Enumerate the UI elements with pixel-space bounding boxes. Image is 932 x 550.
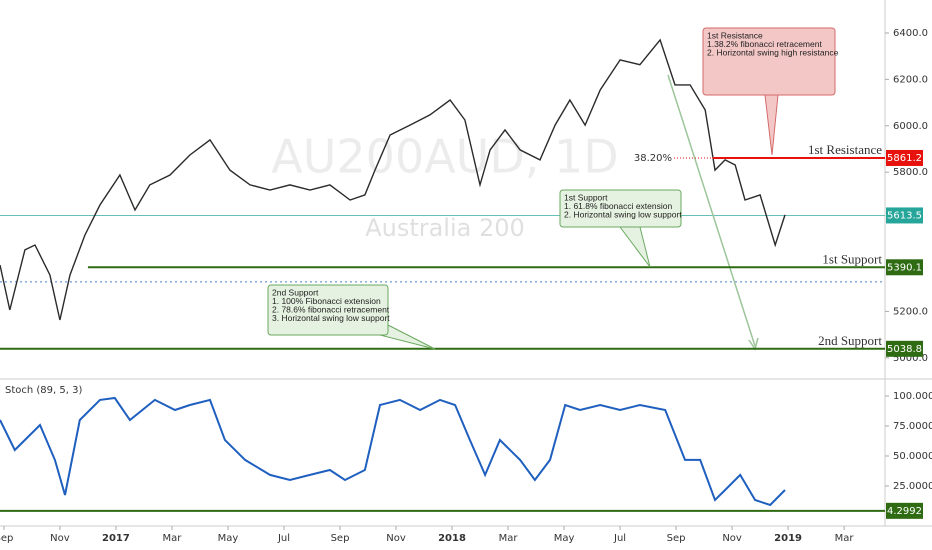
indicator-title: Stoch (89, 5, 3) [5, 385, 82, 396]
callout-text: 1. 100% Fibonacci extension [272, 296, 381, 306]
callout-text: 2. Horizontal swing low support [564, 209, 682, 219]
fib-arrow [667, 74, 756, 347]
callout-text: 2. Horizontal swing high resistance [707, 47, 839, 57]
price-tag-text: 5613.5 [887, 210, 922, 221]
callout-text: 2. 78.6% fibonacci retracement [272, 304, 390, 314]
y-tick-label: 50.0000 [893, 451, 932, 462]
y-tick-label: 100.0000 [893, 391, 932, 402]
callout-text: 1st Resistance [707, 30, 763, 40]
y-tick-label: 5800.0 [893, 167, 928, 178]
level-tag-text: 5390.1 [887, 262, 922, 273]
x-tick-label: Sep [667, 533, 686, 544]
y-tick-label: 6200.0 [893, 74, 928, 85]
callout-pointer [619, 226, 651, 268]
x-tick-label: May [218, 533, 239, 544]
y-tick-label: 6000.0 [893, 121, 928, 132]
x-tick-label: Nov [386, 533, 406, 544]
level-tag-text: 5038.8 [887, 344, 922, 355]
level-label: 1st Resistance [808, 142, 882, 157]
x-tick-label: Sep [331, 533, 350, 544]
x-tick-label: Sep [0, 533, 13, 544]
callout-box [267, 284, 389, 336]
series-line [0, 38, 786, 321]
x-tick-label: 2017 [102, 533, 130, 544]
fib-label: 38.20% [634, 153, 672, 164]
callout-text: 1.38.2% fibonacci retracement [707, 39, 822, 49]
callout-box [559, 189, 682, 228]
level-tag-text: 4.2992 [887, 506, 922, 517]
callout-text: 1. 61.8% fibonacci extension [564, 201, 672, 211]
y-tick-label: 5000.0 [893, 353, 928, 364]
level-tag [886, 340, 923, 357]
callout-text: 2nd Support [272, 287, 319, 297]
x-tick-label: Jul [613, 533, 626, 544]
x-tick-label: Mar [835, 533, 855, 544]
y-tick-label: 6400.0 [893, 28, 928, 39]
x-tick-label: 2018 [438, 533, 466, 544]
watermark: AU200AUD, 1D [271, 130, 618, 184]
level-tag-text: 5861.2 [887, 153, 922, 164]
callout-pointer [764, 94, 779, 156]
price-tag [886, 207, 923, 224]
callout-text: 3. Horizontal swing low support [272, 313, 390, 323]
callout-pointer [379, 324, 436, 350]
level-tag [886, 149, 923, 166]
x-tick-label: Mar [163, 533, 183, 544]
y-tick-label: 5200.0 [893, 306, 928, 317]
x-tick-label: 2019 [774, 533, 802, 544]
level-tag [886, 259, 923, 276]
watermark-subtitle: Australia 200 [365, 214, 525, 242]
series-line [0, 396, 786, 507]
x-tick-label: Jul [277, 533, 290, 544]
y-tick-label: 75.0000 [893, 421, 932, 432]
level-label: 1st Support [822, 251, 882, 266]
x-tick-label: May [554, 533, 575, 544]
level-label: 2nd Support [818, 333, 882, 348]
level-tag [886, 502, 923, 519]
x-tick-label: Nov [50, 533, 70, 544]
y-tick-label: 25.0000 [893, 481, 932, 492]
callout-text: 1st Support [564, 192, 608, 202]
x-tick-label: Mar [499, 533, 519, 544]
x-tick-label: Nov [722, 533, 742, 544]
callout-box [702, 27, 836, 96]
